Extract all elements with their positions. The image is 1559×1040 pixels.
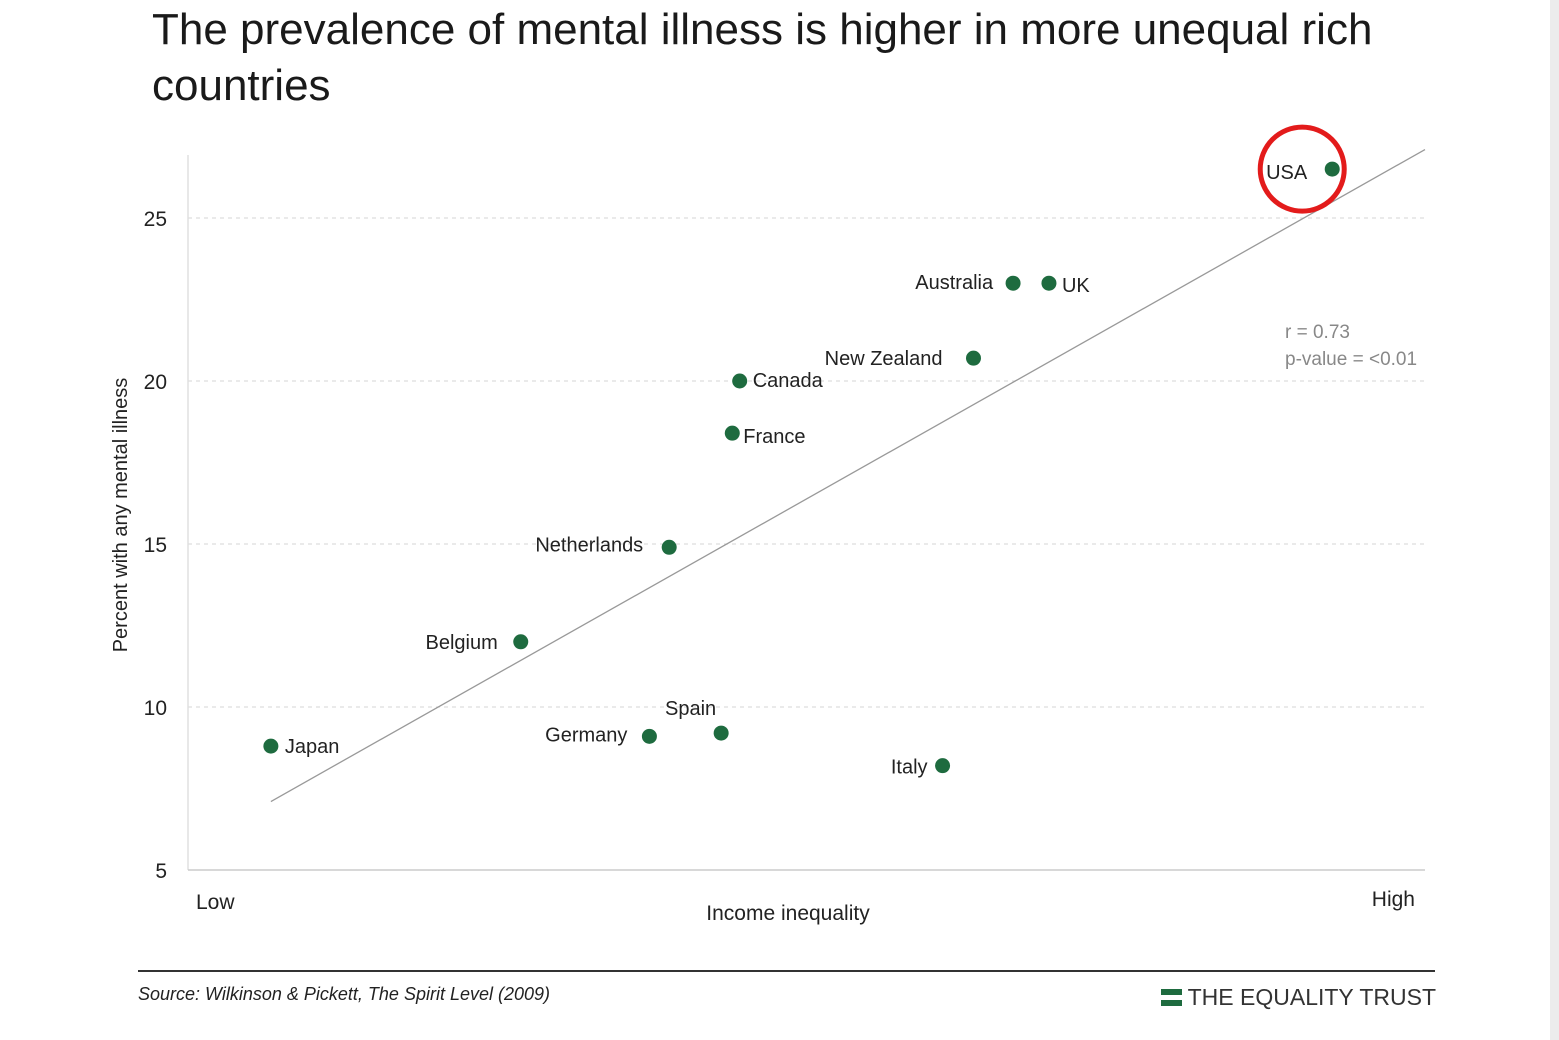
axes: Percent with any mental illness Income in… xyxy=(110,155,1425,925)
data-points xyxy=(263,161,1340,774)
chart-title: The prevalence of mental illness is high… xyxy=(152,5,1373,110)
brand-logo: THE EQUALITY TRUST xyxy=(1160,984,1436,1011)
stat-p: p-value = <0.01 xyxy=(1285,349,1417,370)
point-italy xyxy=(935,758,951,774)
window-edge xyxy=(1550,0,1559,1040)
point-canada xyxy=(732,373,748,389)
label-usa: USA xyxy=(1266,162,1308,184)
y-tick-label: 5 xyxy=(155,860,167,883)
point-uk xyxy=(1041,275,1057,291)
label-canada: Canada xyxy=(753,370,824,392)
label-spain: Spain xyxy=(665,698,716,720)
footer-divider xyxy=(138,970,1435,972)
point-new-zealand xyxy=(965,350,981,366)
trend-line xyxy=(270,148,1426,803)
point-belgium xyxy=(513,634,529,650)
y-tick-label: 25 xyxy=(144,208,167,231)
y-axis-label: Percent with any mental illness xyxy=(110,378,132,653)
point-japan xyxy=(263,738,279,754)
label-australia: Australia xyxy=(915,272,994,294)
scatter-chart: Percent with any mental illness Income in… xyxy=(110,124,1426,925)
label-germany: Germany xyxy=(545,724,627,746)
y-tick-label: 15 xyxy=(144,534,167,557)
x-axis-label: Income inequality xyxy=(706,902,870,925)
label-new-zealand: New Zealand xyxy=(825,348,943,370)
x-low-label: Low xyxy=(196,891,235,914)
source-note: Source: Wilkinson & Pickett, The Spirit … xyxy=(138,984,551,1004)
label-italy: Italy xyxy=(891,757,928,779)
point-germany xyxy=(641,728,657,744)
highlight-ring xyxy=(1257,124,1347,214)
x-high-label: High xyxy=(1372,888,1415,911)
y-tick-labels: 5 10 15 20 25 xyxy=(144,208,167,883)
y-tick-label: 20 xyxy=(144,371,167,394)
label-uk: UK xyxy=(1062,275,1090,297)
grid-lines xyxy=(188,217,1425,708)
point-spain xyxy=(713,725,729,741)
point-usa xyxy=(1324,161,1340,177)
annotations: r = 0.73 p-value = <0.01 xyxy=(1257,124,1417,370)
point-netherlands xyxy=(661,539,677,555)
label-japan: Japan xyxy=(285,736,340,758)
trend-line-group xyxy=(270,148,1426,803)
point-australia xyxy=(1005,275,1021,291)
stat-r: r = 0.73 xyxy=(1285,322,1350,343)
equality-trust-icon xyxy=(1160,989,1182,1006)
y-tick-label: 10 xyxy=(144,697,167,720)
label-netherlands: Netherlands xyxy=(535,534,643,556)
point-france xyxy=(724,425,740,441)
label-belgium: Belgium xyxy=(425,632,497,654)
brand-name: THE EQUALITY TRUST xyxy=(1187,984,1436,1010)
label-france: France xyxy=(743,426,805,448)
